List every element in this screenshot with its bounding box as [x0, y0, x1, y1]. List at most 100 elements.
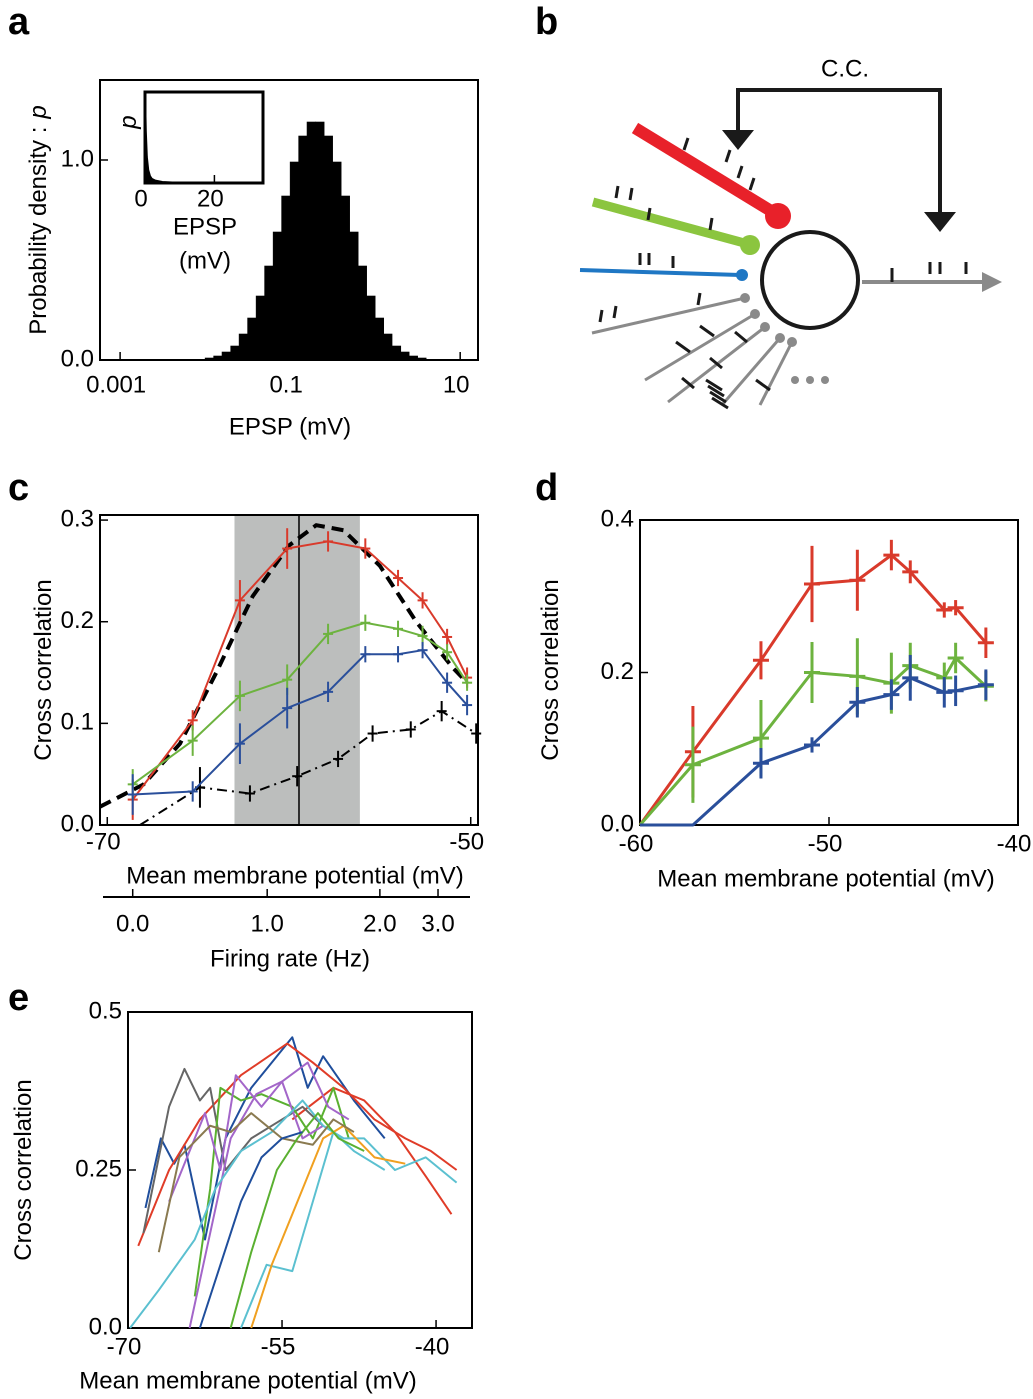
- series-line: [229, 1112, 365, 1329]
- histogram-bar: [366, 295, 376, 361]
- y-tick-label: 0.0: [61, 810, 94, 837]
- histogram-bar: [349, 231, 359, 361]
- panel-letter: a: [8, 1, 30, 43]
- series-line: [144, 1036, 386, 1241]
- histogram-bar: [255, 295, 265, 361]
- series-line: [131, 540, 468, 801]
- series-line: [188, 1061, 350, 1329]
- medium-input: [591, 197, 750, 249]
- histogram-bar: [247, 317, 257, 361]
- synapses: [740, 293, 829, 384]
- x-axis-label: EPSP (mV): [229, 413, 351, 440]
- weak-input: [579, 268, 741, 277]
- arrow-head: [924, 212, 956, 232]
- x-axis-label: Mean membrane potential (mV): [79, 1367, 416, 1394]
- x-tick-label: 20: [197, 185, 224, 212]
- y-tick-label: 0.0: [61, 345, 94, 372]
- histogram-bar: [272, 231, 282, 361]
- x-tick-label: -40: [415, 1333, 450, 1360]
- histogram-bar: [306, 121, 317, 361]
- series-line: [638, 656, 987, 826]
- neuron-diagram: C.C.: [579, 55, 1002, 410]
- y-axis-label-text: p: [115, 115, 142, 129]
- y-tick-label: 0.0: [601, 810, 634, 837]
- panel-letter: d: [535, 467, 558, 509]
- y-tick-label: 0.1: [61, 709, 94, 736]
- x-axis-label: Mean membrane potential (mV): [657, 865, 994, 892]
- series-line: [168, 1074, 324, 1202]
- y-axis-label: p: [115, 115, 142, 129]
- histogram-bar: [281, 195, 291, 361]
- panel-letter: e: [8, 977, 29, 1019]
- x-tick-label: -50: [449, 828, 484, 855]
- y-tick-label: 0.3: [61, 505, 94, 532]
- series-line: [137, 1042, 458, 1247]
- series-line: [132, 621, 468, 786]
- x-tick-label: 0.001: [86, 371, 146, 398]
- arrow-head: [982, 272, 1002, 292]
- histogram-bar: [298, 135, 308, 361]
- histogram-bar: [323, 135, 333, 361]
- neuron: [760, 230, 860, 330]
- y-axis-label-text: Cross correlation: [537, 579, 564, 760]
- series-line: [198, 1131, 303, 1329]
- y-axis-label-symbol: p: [25, 105, 52, 119]
- y-axis-label: Cross correlation: [10, 1079, 37, 1260]
- y-axis-label: Cross correlation: [537, 579, 564, 760]
- histogram-bar: [391, 345, 402, 361]
- histogram-bar: [408, 355, 418, 361]
- histogram-bar: [383, 333, 393, 361]
- x2-tick-label: 2.0: [363, 910, 396, 937]
- histogram-bar: [357, 265, 367, 361]
- histogram-bar: [264, 265, 274, 361]
- histogram-bar: [374, 317, 385, 361]
- panel-letter: b: [535, 1, 558, 43]
- synapse: [765, 203, 791, 229]
- y-tick-label: 1.0: [61, 145, 94, 172]
- area: [144, 96, 264, 184]
- cc-label: C.C.: [821, 55, 869, 82]
- histogram-bar: [332, 161, 342, 361]
- series-line: [240, 1131, 386, 1329]
- histogram-bar: [315, 121, 325, 361]
- y-tick-label: 0.2: [601, 658, 634, 685]
- y-axis-label: Probability density : p: [25, 105, 52, 334]
- plot-frame: [99, 514, 479, 826]
- x-axis-label: (mV): [179, 247, 231, 274]
- histogram-bar: [340, 195, 350, 361]
- weak-inputs: [591, 296, 794, 406]
- x-axis-label: EPSP: [173, 213, 237, 240]
- x-tick-label: -70: [86, 828, 121, 855]
- histogram-bar: [204, 357, 214, 361]
- y-tick-label: 0.0: [89, 1313, 122, 1340]
- histogram-bar: [417, 357, 427, 361]
- y-axis-label: Cross correlation: [30, 579, 57, 760]
- y-tick-label: 0.25: [75, 1155, 122, 1182]
- y-tick-label: 0.5: [89, 997, 122, 1024]
- spikes: [598, 137, 968, 410]
- series-line: [132, 649, 468, 796]
- x-tick-label: 0.1: [269, 371, 302, 398]
- x-axis-label: Mean membrane potential (mV): [126, 862, 463, 889]
- x-tick-label: 10: [443, 371, 470, 398]
- x-tick-label: 0: [134, 185, 147, 212]
- histogram-bar: [213, 355, 223, 361]
- series-line: [129, 1099, 458, 1329]
- arrow-head: [722, 130, 754, 150]
- x2-axis-label: Firing rate (Hz): [210, 945, 370, 972]
- y-tick-label: 0.2: [61, 607, 94, 634]
- series-line: [250, 1124, 406, 1329]
- x2-tick-label: 3.0: [421, 910, 454, 937]
- histogram-bar: [230, 345, 240, 361]
- series-line: [291, 1086, 453, 1215]
- strong-input: [631, 122, 780, 220]
- y-tick-label: 0.4: [601, 505, 634, 532]
- x-tick-label: -70: [107, 1333, 142, 1360]
- x-tick-label: -50: [808, 830, 843, 857]
- histogram-bar: [221, 351, 232, 361]
- x-tick-label: -40: [997, 830, 1032, 857]
- panel-letter: c: [8, 467, 29, 509]
- y-axis-label-text: Probability density :: [25, 127, 52, 335]
